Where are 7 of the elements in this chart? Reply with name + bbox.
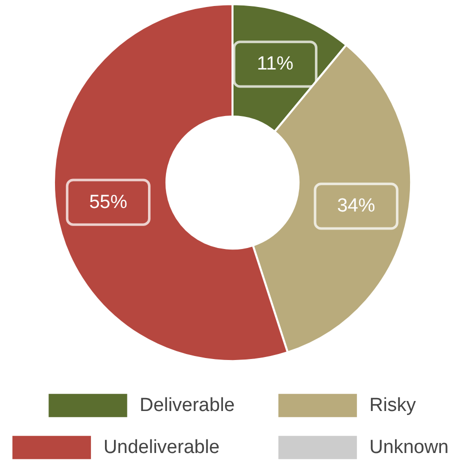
data-label: 55% [89, 192, 128, 213]
legend-label: Deliverable [140, 395, 235, 416]
data-label: 34% [337, 196, 376, 217]
legend-label: Undeliverable [103, 436, 220, 458]
legend-label: Unknown [369, 436, 449, 458]
legend-label: Risky [369, 395, 416, 416]
data-label: 11% [256, 54, 294, 75]
